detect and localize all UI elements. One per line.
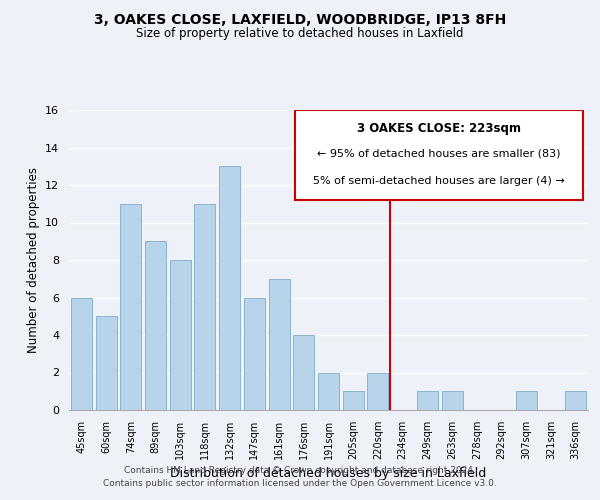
Bar	[219, 166, 240, 410]
Bar	[565, 391, 586, 410]
Bar	[516, 391, 537, 410]
Bar	[442, 391, 463, 410]
Text: Contains HM Land Registry data © Crown copyright and database right 2024.
Contai: Contains HM Land Registry data © Crown c…	[103, 466, 497, 487]
Y-axis label: Number of detached properties: Number of detached properties	[26, 167, 40, 353]
Bar	[170, 260, 191, 410]
X-axis label: Distribution of detached houses by size in Laxfield: Distribution of detached houses by size …	[170, 468, 487, 480]
Text: ← 95% of detached houses are smaller (83): ← 95% of detached houses are smaller (83…	[317, 149, 560, 159]
Bar	[145, 242, 166, 410]
Bar	[367, 372, 388, 410]
FancyBboxPatch shape	[295, 110, 583, 200]
Bar	[95, 316, 116, 410]
Bar	[194, 204, 215, 410]
Bar	[318, 372, 339, 410]
Bar	[269, 279, 290, 410]
Bar	[417, 391, 438, 410]
Text: 5% of semi-detached houses are larger (4) →: 5% of semi-detached houses are larger (4…	[313, 176, 565, 186]
Text: Size of property relative to detached houses in Laxfield: Size of property relative to detached ho…	[136, 28, 464, 40]
Bar	[71, 298, 92, 410]
Text: 3, OAKES CLOSE, LAXFIELD, WOODBRIDGE, IP13 8FH: 3, OAKES CLOSE, LAXFIELD, WOODBRIDGE, IP…	[94, 12, 506, 26]
Bar	[244, 298, 265, 410]
Bar	[293, 335, 314, 410]
Text: 3 OAKES CLOSE: 223sqm: 3 OAKES CLOSE: 223sqm	[357, 122, 521, 135]
Bar	[343, 391, 364, 410]
Bar	[120, 204, 141, 410]
